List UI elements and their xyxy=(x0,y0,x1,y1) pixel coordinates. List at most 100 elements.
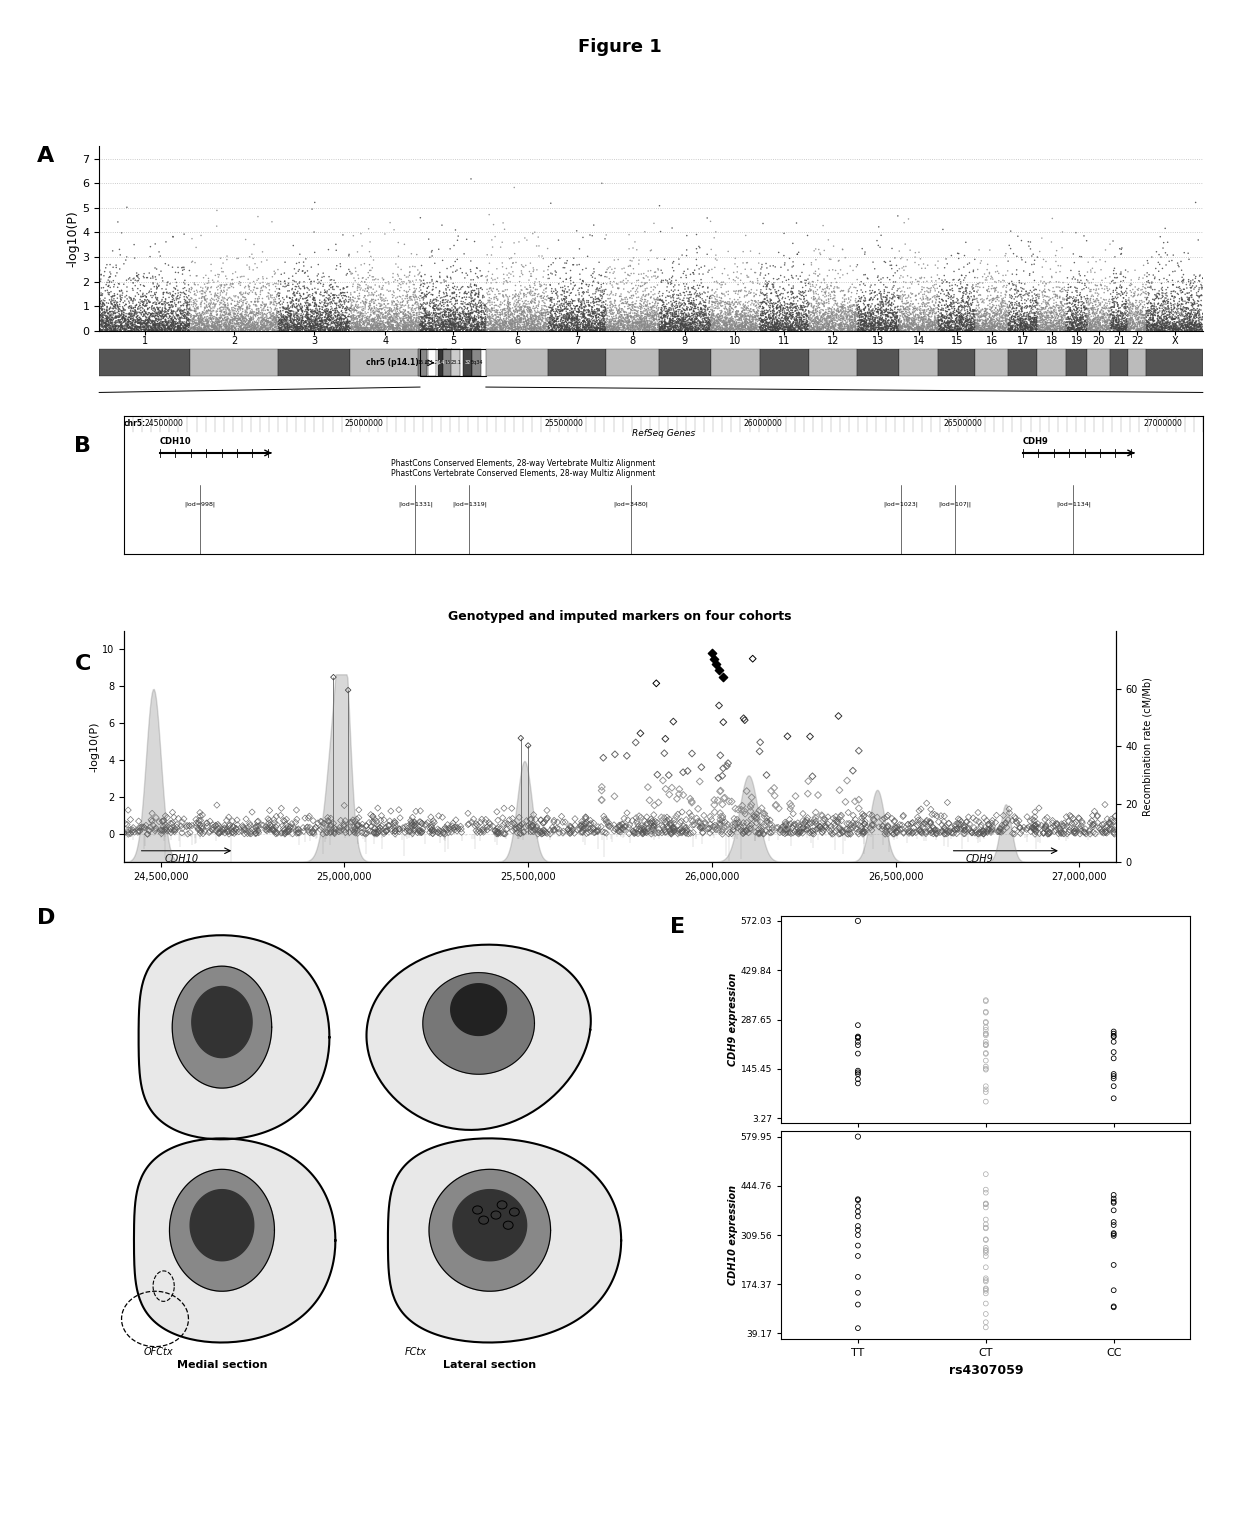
Point xyxy=(218,315,238,340)
Point xyxy=(795,314,815,339)
Point xyxy=(730,319,750,343)
Point xyxy=(267,317,286,342)
Point xyxy=(1178,305,1198,329)
Point xyxy=(185,309,205,334)
Point xyxy=(947,314,967,339)
Point xyxy=(388,308,408,332)
Point xyxy=(1043,315,1063,340)
Point xyxy=(867,315,887,340)
Point xyxy=(1109,312,1128,337)
Point xyxy=(1069,315,1089,340)
Point xyxy=(542,277,562,302)
Point xyxy=(1180,271,1200,295)
Point xyxy=(233,315,253,340)
Point xyxy=(141,295,161,320)
Point xyxy=(652,311,672,336)
Point xyxy=(460,306,480,331)
Point xyxy=(281,311,301,336)
Point xyxy=(502,319,522,343)
Point xyxy=(542,303,562,328)
Point xyxy=(1095,312,1115,337)
Point xyxy=(1012,819,1032,843)
Point xyxy=(449,295,469,320)
Point xyxy=(263,300,283,325)
Point xyxy=(641,306,661,331)
Point xyxy=(804,308,823,332)
Point xyxy=(833,237,853,262)
Point xyxy=(913,282,932,306)
Point xyxy=(1111,314,1131,339)
Point xyxy=(945,297,965,322)
Point xyxy=(776,314,796,339)
Point xyxy=(215,275,234,300)
Point xyxy=(205,312,224,337)
Point xyxy=(866,297,885,322)
Point xyxy=(352,315,372,340)
Point xyxy=(620,285,640,309)
Point xyxy=(264,311,284,336)
Point xyxy=(492,315,512,340)
Point xyxy=(866,280,885,305)
Point xyxy=(257,315,277,340)
Point xyxy=(293,306,312,331)
Point xyxy=(316,314,336,339)
Point xyxy=(1110,303,1130,328)
Point xyxy=(614,806,634,831)
Point xyxy=(1040,820,1060,845)
Point xyxy=(915,299,935,323)
Point xyxy=(563,311,583,336)
Point xyxy=(734,299,754,323)
Point xyxy=(618,262,637,286)
Point xyxy=(769,317,789,342)
Point xyxy=(779,297,799,322)
Point xyxy=(511,315,531,340)
Point xyxy=(604,315,624,340)
Point xyxy=(957,303,977,328)
Point xyxy=(637,289,657,314)
Point xyxy=(175,314,195,339)
Point xyxy=(1172,297,1192,322)
Point xyxy=(838,300,858,325)
Point xyxy=(244,309,264,334)
Point xyxy=(1146,319,1166,343)
Point xyxy=(691,309,711,334)
Point xyxy=(671,314,691,339)
Point xyxy=(99,309,119,334)
Point xyxy=(339,319,358,343)
Point xyxy=(929,309,949,334)
Point xyxy=(1183,312,1203,337)
Point xyxy=(160,317,180,342)
Point xyxy=(631,308,651,332)
Point xyxy=(299,302,319,326)
Point xyxy=(780,811,800,836)
Point xyxy=(773,317,792,342)
Point xyxy=(1173,308,1193,332)
Point xyxy=(339,309,358,334)
Point xyxy=(224,317,244,342)
Point xyxy=(959,805,978,830)
Point xyxy=(253,314,273,339)
Point xyxy=(148,302,167,326)
Point xyxy=(890,314,910,339)
Point xyxy=(671,308,691,332)
Point xyxy=(246,315,265,340)
Point xyxy=(94,311,114,336)
Point xyxy=(446,315,466,340)
Point xyxy=(1048,295,1068,320)
Point xyxy=(120,315,140,340)
Point xyxy=(1085,302,1105,326)
Point xyxy=(502,251,522,275)
Point xyxy=(621,297,641,322)
Point xyxy=(1070,822,1090,846)
Point xyxy=(1038,305,1058,329)
Point xyxy=(949,314,968,339)
Point xyxy=(226,317,246,342)
Point xyxy=(1149,305,1169,329)
Point xyxy=(1007,295,1027,320)
Point xyxy=(790,302,810,326)
Point xyxy=(802,309,822,334)
Point xyxy=(428,315,448,340)
Point xyxy=(590,314,610,339)
Point xyxy=(852,308,872,332)
Point xyxy=(839,294,859,319)
